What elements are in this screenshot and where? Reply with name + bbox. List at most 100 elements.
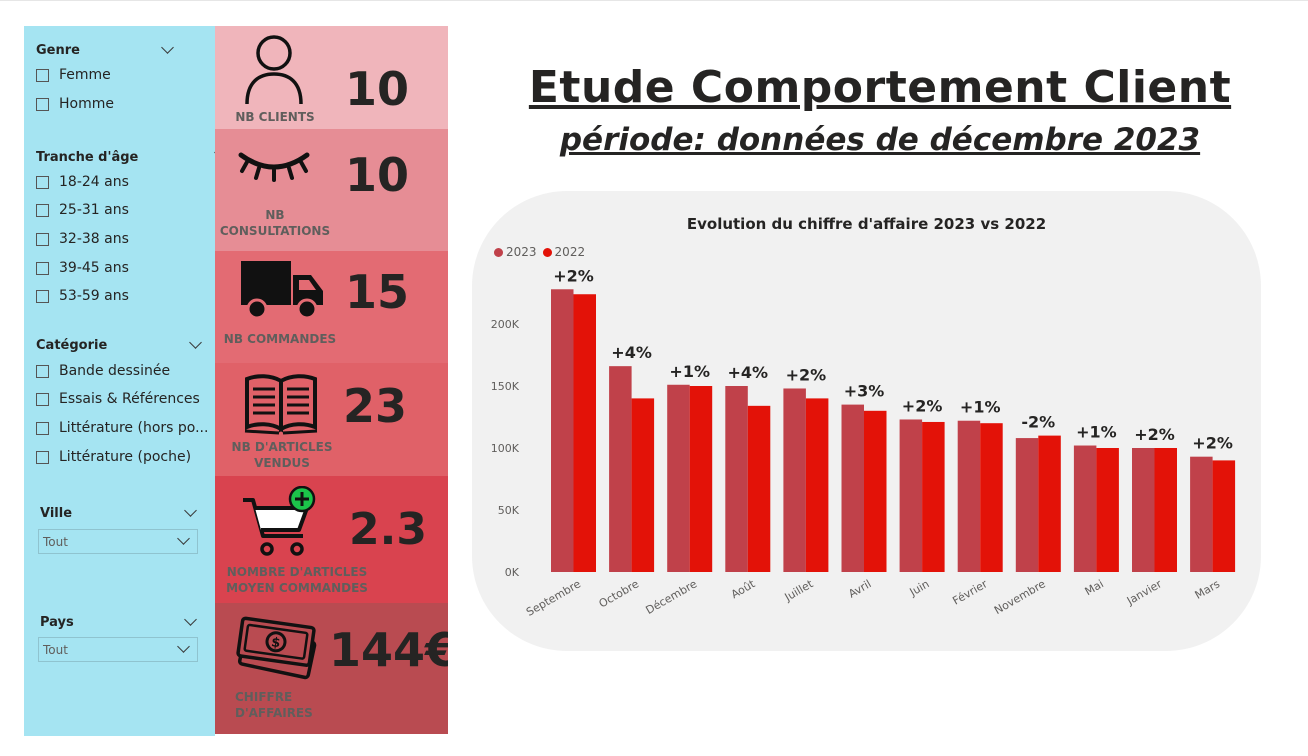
checkbox[interactable] bbox=[36, 421, 49, 435]
truck-icon bbox=[241, 261, 323, 320]
age-option[interactable]: 32-38 ans bbox=[36, 228, 129, 250]
option-label: 32-38 ans bbox=[59, 231, 129, 247]
bar-2023[interactable] bbox=[1190, 456, 1213, 572]
bar-annotation: +2% bbox=[553, 266, 594, 285]
bar-chart: 0K 50K 100K 150K 200K +2% Septembre +4% Octobre +… bbox=[491, 266, 1236, 619]
x-tick-label: Novembre bbox=[992, 577, 1048, 617]
bar-2023[interactable] bbox=[899, 419, 923, 572]
bar-2023[interactable] bbox=[667, 384, 690, 572]
cart-add-icon bbox=[243, 486, 316, 556]
kpi-label: NB CLIENTS bbox=[235, 110, 315, 124]
age-option[interactable]: 39-45 ans bbox=[36, 257, 129, 279]
x-tick-label: Décembre bbox=[643, 577, 699, 617]
y-tick-label: 0K bbox=[505, 566, 520, 579]
bar-2023[interactable] bbox=[841, 404, 865, 572]
categorie-option[interactable]: Bande dessinée bbox=[36, 360, 170, 382]
kpi-label-line-1: NB D'ARTICLES bbox=[231, 440, 333, 454]
chevron-down-icon[interactable] bbox=[177, 640, 190, 653]
bar-annotation: +2% bbox=[1192, 434, 1233, 453]
x-tick-label: Avril bbox=[846, 577, 873, 600]
pays-dropdown[interactable]: Tout bbox=[38, 637, 198, 662]
bar-2023[interactable] bbox=[551, 289, 574, 572]
chevron-down-icon[interactable] bbox=[177, 532, 190, 545]
x-tick-label: Septembre bbox=[524, 577, 583, 619]
legend-item-2023[interactable]: 2023 bbox=[494, 245, 537, 259]
bar-2022[interactable] bbox=[1212, 460, 1236, 572]
x-tick-label: Juin bbox=[907, 577, 932, 599]
categorie-option[interactable]: Essais & Références bbox=[36, 388, 200, 410]
kpi-value: 10 bbox=[345, 62, 410, 116]
bar-2022[interactable] bbox=[747, 405, 771, 572]
bar-2023[interactable] bbox=[1015, 438, 1039, 572]
option-label: Femme bbox=[59, 67, 111, 83]
bar-annotation: +1% bbox=[669, 362, 710, 381]
bar-2022[interactable] bbox=[1096, 448, 1119, 572]
kpi-label-line-1: NB bbox=[265, 208, 285, 222]
person-icon bbox=[245, 35, 303, 105]
option-label: Littérature (hors po... bbox=[59, 420, 209, 436]
bar-2022[interactable] bbox=[980, 423, 1003, 572]
checkbox[interactable] bbox=[36, 68, 49, 82]
option-label: Essais & Références bbox=[59, 391, 200, 407]
legend-item-2022[interactable]: 2022 bbox=[542, 245, 586, 259]
kpi-label: CHIFFRE D'AFFAIRES bbox=[235, 689, 313, 721]
categorie-option[interactable]: Littérature (hors po... bbox=[36, 417, 208, 439]
chevron-down-icon[interactable] bbox=[161, 41, 174, 54]
kpi-label-line-2: CONSULTATIONS bbox=[219, 224, 331, 238]
bar-2023[interactable] bbox=[1073, 445, 1097, 572]
chevron-down-icon[interactable] bbox=[184, 504, 197, 517]
genre-option-femme[interactable]: Femme bbox=[36, 64, 111, 86]
checkbox[interactable] bbox=[36, 232, 49, 246]
chevron-down-icon[interactable] bbox=[189, 336, 202, 349]
book-icon bbox=[244, 374, 318, 435]
ville-dropdown[interactable]: Tout bbox=[38, 529, 198, 554]
bar-2023[interactable] bbox=[609, 366, 632, 572]
checkbox[interactable] bbox=[36, 364, 49, 378]
checkbox[interactable] bbox=[36, 289, 49, 303]
kpi-label-line-1: NOMBRE D'ARTICLES bbox=[226, 565, 368, 579]
checkbox[interactable] bbox=[36, 450, 49, 464]
bar-annotation: +2% bbox=[902, 396, 943, 415]
filter-panel: Genre Femme Homme Tranche d'âge 18-24 an… bbox=[24, 26, 227, 736]
bar-annotation: +4% bbox=[611, 343, 652, 362]
kpi-chiffre-affaires: $ 144€ CHIFFRE D'AFFAIRES bbox=[215, 603, 448, 734]
bar-2022[interactable] bbox=[1038, 435, 1061, 572]
bar-annotation: +4% bbox=[728, 363, 769, 382]
x-tick-label: Octobre bbox=[597, 577, 642, 610]
bar-2022[interactable] bbox=[689, 386, 713, 572]
kpi-nb-commandes: 15 NB COMMANDES bbox=[215, 251, 448, 363]
bar-annotation: +1% bbox=[960, 398, 1001, 417]
option-label: Littérature (poche) bbox=[59, 449, 192, 465]
bar-2022[interactable] bbox=[922, 421, 945, 572]
checkbox[interactable] bbox=[36, 392, 49, 406]
pays-dropdown-value: Tout bbox=[43, 643, 68, 657]
bar-annotation: +2% bbox=[786, 365, 827, 384]
option-label: 53-59 ans bbox=[59, 288, 129, 304]
legend-label: 2022 bbox=[554, 245, 586, 259]
checkbox[interactable] bbox=[36, 175, 49, 189]
y-tick-label: 50K bbox=[498, 504, 520, 517]
bar-2022[interactable] bbox=[573, 294, 597, 572]
checkbox[interactable] bbox=[36, 261, 49, 275]
chevron-down-icon[interactable] bbox=[184, 613, 197, 626]
page-title: Etude Comportement Client bbox=[528, 62, 1232, 113]
page-subtitle: période: données de décembre 2023 bbox=[559, 122, 1201, 158]
age-option[interactable]: 25-31 ans bbox=[36, 199, 129, 221]
bar-2022[interactable] bbox=[805, 398, 829, 572]
bar-2022[interactable] bbox=[864, 410, 887, 572]
categorie-option[interactable]: Littérature (poche) bbox=[36, 446, 191, 468]
kpi-nb-consultations: 10 NB CONSULTATIONS bbox=[215, 129, 448, 251]
checkbox[interactable] bbox=[36, 97, 49, 111]
kpi-value: 2.3 bbox=[349, 504, 427, 555]
bar-2023[interactable] bbox=[725, 386, 748, 572]
bar-2023[interactable] bbox=[783, 388, 806, 572]
bar-2022[interactable] bbox=[631, 398, 655, 572]
bar-2023[interactable] bbox=[957, 420, 981, 572]
age-option[interactable]: 53-59 ans bbox=[36, 285, 129, 307]
age-option[interactable]: 18-24 ans bbox=[36, 171, 129, 193]
genre-option-homme[interactable]: Homme bbox=[36, 93, 114, 115]
bar-2022[interactable] bbox=[1154, 448, 1178, 572]
bar-2023[interactable] bbox=[1132, 448, 1155, 572]
y-tick-label: 150K bbox=[491, 380, 520, 393]
checkbox[interactable] bbox=[36, 203, 49, 217]
